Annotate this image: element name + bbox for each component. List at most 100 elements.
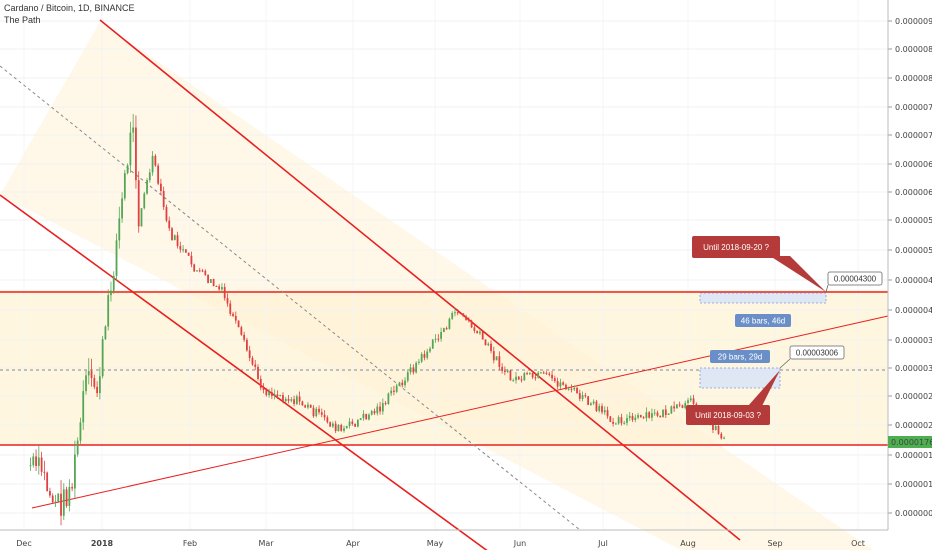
candle-body — [204, 270, 207, 275]
candle-body — [334, 423, 337, 432]
last-price-label: 0.00001767 — [891, 438, 932, 447]
y-tick-label: 0.00000350 — [895, 336, 932, 345]
candle-body — [248, 350, 251, 358]
candle-body — [645, 412, 648, 419]
candle-body — [648, 412, 651, 418]
candle-body — [60, 493, 62, 516]
y-tick-label: 0.00000300 — [895, 364, 932, 373]
y-tick-label: 0.00000100 — [895, 480, 932, 489]
candle-body — [259, 378, 262, 388]
candle-body — [98, 376, 101, 394]
candle-body — [87, 371, 90, 376]
time-axis[interactable]: Dec 2018 Feb Mar Apr May Jun Jul Aug Sep Oct — [0, 529, 888, 548]
candle-body — [598, 406, 601, 411]
candle-body — [523, 373, 526, 381]
candle-body — [479, 331, 481, 334]
candle-body — [96, 386, 98, 394]
candle-body — [65, 489, 68, 506]
candle-body — [423, 354, 426, 358]
candle-body — [290, 399, 293, 401]
x-tick-label: Jun — [513, 539, 527, 548]
candle-body — [90, 371, 93, 379]
candle-body — [462, 313, 465, 317]
candle-body — [79, 422, 82, 441]
candle-body — [168, 220, 171, 229]
candle-body — [196, 270, 198, 272]
y-tick-label: 0.00000700 — [895, 131, 932, 140]
candle-body — [684, 403, 687, 408]
candle-body — [609, 416, 612, 422]
y-tick-label: 0.00000550 — [895, 216, 932, 225]
candle-body — [689, 398, 692, 401]
candle-body — [198, 270, 201, 272]
y-tick-label: 0.00000400 — [895, 306, 932, 315]
candle-body — [481, 331, 484, 340]
candle-body — [201, 270, 204, 272]
candle-body — [32, 456, 35, 466]
last-price-tag — [888, 436, 932, 448]
price-axis[interactable]: 0.00000900 0.00000850 0.00000800 0.00000750… — [887, 0, 932, 530]
study-name: The Path — [4, 15, 41, 25]
candle-body — [459, 313, 462, 315]
candle-body — [132, 127, 135, 133]
candle-body — [437, 338, 440, 340]
candle-body — [356, 420, 359, 427]
candle-body — [429, 348, 431, 352]
candle-body — [229, 303, 232, 314]
x-tick-label: May — [427, 539, 444, 548]
candle-body — [54, 501, 57, 503]
price-label-top: 0.00004300 — [834, 275, 877, 284]
x-tick-label: 2018 — [91, 539, 114, 548]
candle-body — [603, 410, 606, 413]
candle-body — [82, 391, 85, 423]
candle-body — [670, 406, 673, 414]
y-tick-label: 0.00000500 — [895, 246, 932, 255]
candle-body — [528, 373, 531, 375]
candle-body — [107, 295, 110, 327]
candle-body — [642, 417, 645, 419]
candle-body — [445, 328, 448, 330]
candle-body — [651, 413, 653, 418]
candle-body — [365, 413, 368, 420]
x-tick-label: Mar — [258, 539, 274, 548]
candle-body — [143, 193, 146, 209]
measure-range-top — [699, 292, 827, 304]
candle-body — [115, 240, 118, 276]
candle-body — [573, 387, 576, 390]
candle-body — [626, 418, 628, 423]
candle-body — [221, 287, 223, 290]
candle-body — [473, 327, 476, 331]
candle-body — [612, 421, 614, 424]
candle-body — [687, 400, 689, 404]
range-label-bottom-box — [710, 350, 770, 363]
candle-body — [520, 379, 523, 381]
candle-body — [293, 399, 295, 404]
channel-lower-line — [0, 194, 488, 550]
candle-body — [243, 334, 246, 340]
candle-body — [171, 228, 173, 240]
rising-trend-line — [31, 315, 889, 509]
candle-body — [592, 401, 595, 404]
candle-body — [151, 155, 154, 173]
candle-body — [348, 421, 351, 426]
x-tick-label: Apr — [346, 539, 361, 548]
candle-body — [404, 380, 406, 386]
candle-body — [176, 235, 179, 247]
price-label-bottom: 0.00003006 — [796, 349, 839, 358]
y-tick-label: 0.00000150 — [895, 451, 932, 460]
candle-body — [692, 398, 695, 404]
candle-body — [631, 415, 634, 420]
candle-body — [623, 422, 626, 424]
candle-body — [542, 372, 545, 374]
candle-body — [559, 382, 562, 387]
candle-body — [659, 415, 662, 418]
candle-body — [723, 437, 725, 439]
candle-body — [465, 316, 467, 320]
callout-top: Until 2018-09-20 ? — [703, 243, 769, 252]
range-label-top-box — [735, 314, 791, 327]
candle-body — [240, 327, 243, 335]
candle-body — [584, 395, 587, 397]
candle-body — [431, 339, 434, 349]
candle-body — [667, 413, 670, 415]
